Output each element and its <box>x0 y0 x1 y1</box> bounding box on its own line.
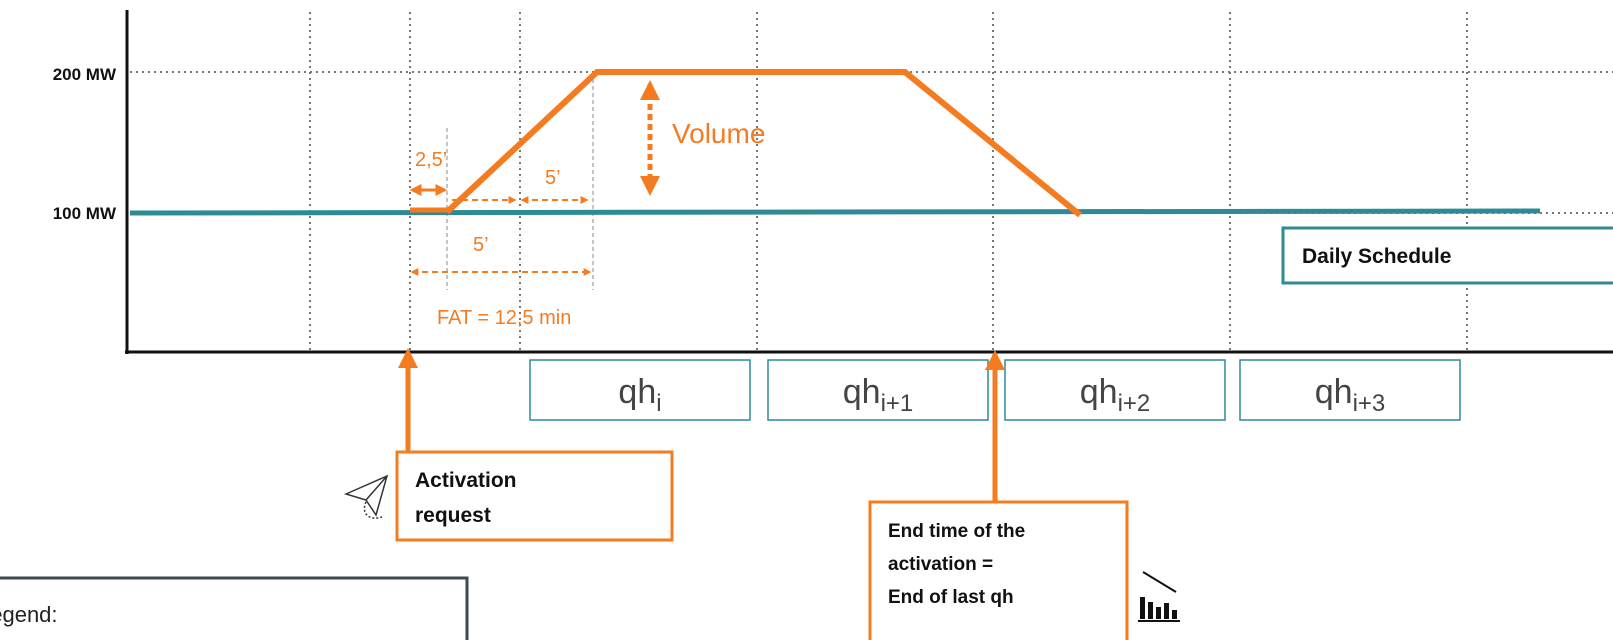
quarter-hours: qhi qhi+1 qhi+2 qhi+3 <box>529 359 1461 421</box>
grid <box>130 12 1613 352</box>
volume-label: Volume <box>672 118 765 149</box>
chart-icon <box>1138 571 1180 622</box>
qh-sub: i+2 <box>1118 390 1151 417</box>
qh-base: qh <box>843 373 881 411</box>
legend-box <box>0 576 469 640</box>
y-label: 100 MW <box>53 204 117 223</box>
ramp-label: 5’ <box>545 167 561 189</box>
schedule-line <box>129 208 1541 216</box>
end-box <box>868 500 1129 640</box>
qh-base: qh <box>1080 373 1118 411</box>
qh-label: qhi+2 <box>1080 373 1151 417</box>
activation-text: request <box>415 504 491 527</box>
ramp-label: 5’ <box>473 234 489 256</box>
schedule-label: Daily Schedule <box>1302 245 1451 268</box>
qh-sub: i+1 <box>881 390 914 417</box>
qh-box <box>1004 359 1226 421</box>
y-label: 200 MW <box>53 65 117 84</box>
qh-box <box>529 359 751 421</box>
activation-box <box>395 450 674 542</box>
end-text: activation = <box>888 554 993 575</box>
qh-sub: i+3 <box>1353 390 1386 417</box>
qh-base: qh <box>1315 373 1353 411</box>
delay-label: 2,5’ <box>415 149 447 171</box>
qh-box <box>1239 359 1461 421</box>
fat-label: FAT = 12,5 min <box>437 307 571 329</box>
qh-sub: i <box>656 390 661 417</box>
legend-title: Legend: <box>0 602 58 627</box>
qh-label: qhi+3 <box>1315 373 1386 417</box>
activation-text: Activation <box>415 469 517 492</box>
activation-profile <box>444 69 1082 218</box>
schedule-box <box>1281 226 1613 285</box>
qh-label: qhi <box>618 373 661 417</box>
end-text: End of last qh <box>888 587 1014 608</box>
qh-box <box>767 359 989 421</box>
qh-label: qhi+1 <box>843 373 914 417</box>
plane-icon <box>343 474 389 519</box>
qh-base: qh <box>618 373 656 411</box>
end-text: End time of the <box>888 521 1025 542</box>
